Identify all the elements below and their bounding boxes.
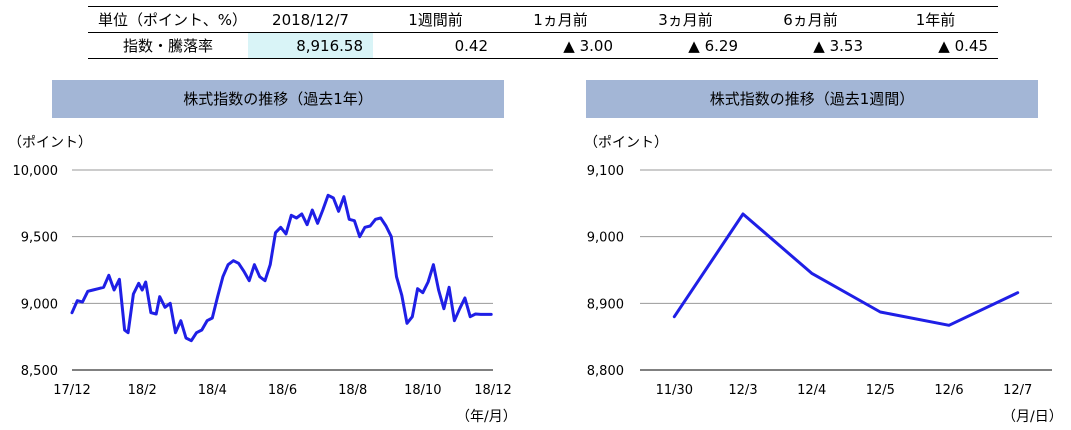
x-axis-unit-1week: （月/日） <box>1002 409 1063 425</box>
x-tick-label-1week: 11/30 <box>656 383 693 398</box>
x-tick-label-1year: 18/2 <box>128 383 157 398</box>
summary-value-3month: ▲ 6.29 <box>623 32 748 59</box>
x-tick-label-1week: 12/4 <box>797 383 826 398</box>
x-tick-label-1year: 18/10 <box>404 383 441 398</box>
y-tick-label-1year: 9,500 <box>21 231 58 246</box>
y-axis-unit-1week: （ポイント） <box>584 135 668 151</box>
summary-header-1month: 1ヵ月前 <box>498 6 623 33</box>
x-tick-label-1week: 12/3 <box>728 383 757 398</box>
y-tick-label-1year: 8,500 <box>21 364 58 379</box>
chart-title-1year: 株式指数の推移（過去1年） <box>52 80 504 118</box>
summary-header-unit: 単位（ポイント、%） <box>88 6 248 33</box>
y-tick-label-1year: 9,000 <box>21 297 58 312</box>
y-tick-label-1year: 10,000 <box>13 164 59 179</box>
x-tick-label-1week: 12/6 <box>934 383 963 398</box>
summary-value-index: 8,916.58 <box>248 32 373 59</box>
summary-table: 単位（ポイント、%） 2018/12/7 1週間前 1ヵ月前 3ヵ月前 6ヵ月前… <box>88 6 998 59</box>
y-tick-label-1week: 9,000 <box>587 231 624 246</box>
x-tick-label-1year: 18/6 <box>268 383 297 398</box>
summary-value-1month: ▲ 3.00 <box>498 32 623 59</box>
summary-header-date: 2018/12/7 <box>248 6 373 33</box>
y-axis-unit-1year: （ポイント） <box>8 135 92 151</box>
summary-header-6month: 6ヵ月前 <box>748 6 873 33</box>
x-tick-label-1year: 17/12 <box>53 383 90 398</box>
summary-value-1week: 0.42 <box>373 32 498 59</box>
series-line-1week <box>672 212 1020 327</box>
summary-value-row: 指数・騰落率 8,916.58 0.42 ▲ 3.00 ▲ 6.29 ▲ 3.5… <box>88 32 998 59</box>
x-tick-label-1year: 18/12 <box>474 383 511 398</box>
x-tick-label-1week: 12/5 <box>866 383 895 398</box>
chart-title-1week: 株式指数の推移（過去1週間） <box>586 80 1038 118</box>
y-tick-label-1week: 8,900 <box>587 297 624 312</box>
summary-header-1year: 1年前 <box>873 6 998 33</box>
summary-value-1year: ▲ 0.45 <box>873 32 998 59</box>
series-line-1year <box>70 193 493 343</box>
y-tick-label-1week: 9,100 <box>587 164 624 179</box>
summary-header-1week: 1週間前 <box>373 6 498 33</box>
x-tick-label-1week: 12/7 <box>1003 383 1032 398</box>
x-axis-unit-1year: （年/月） <box>456 409 517 425</box>
summary-header-row: 単位（ポイント、%） 2018/12/7 1週間前 1ヵ月前 3ヵ月前 6ヵ月前… <box>88 6 998 33</box>
x-tick-label-1year: 18/4 <box>198 383 227 398</box>
x-tick-label-1year: 18/8 <box>338 383 367 398</box>
summary-row-label: 指数・騰落率 <box>88 32 248 59</box>
summary-header-3month: 3ヵ月前 <box>623 6 748 33</box>
summary-value-6month: ▲ 3.53 <box>748 32 873 59</box>
y-tick-label-1week: 8,800 <box>587 364 624 379</box>
